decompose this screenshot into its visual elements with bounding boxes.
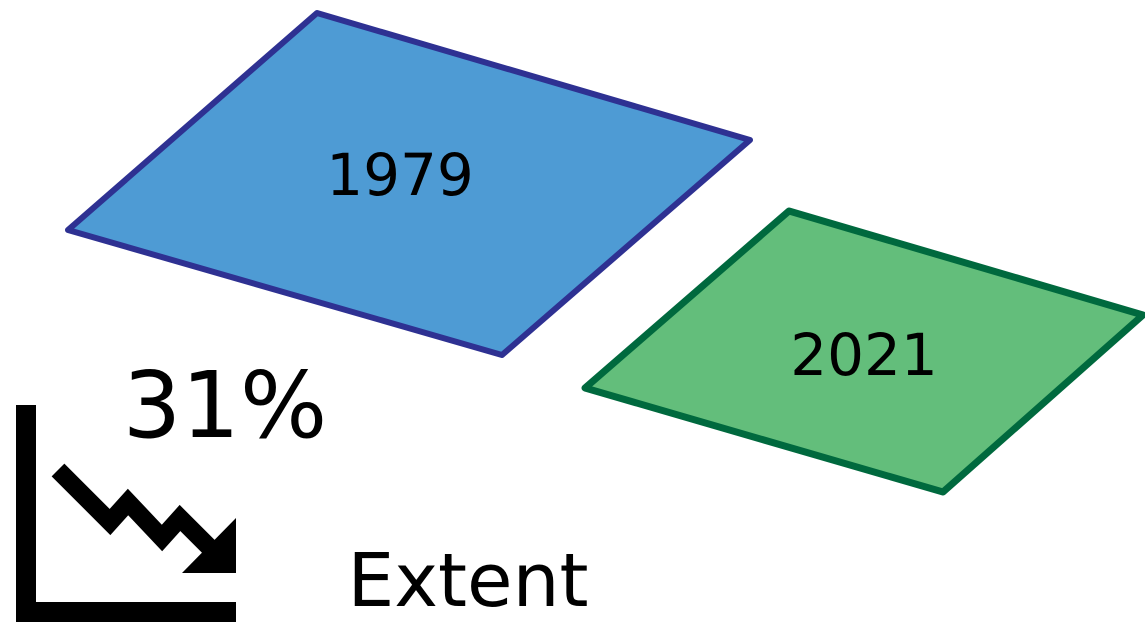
panel-2021-shape: [581, 207, 1145, 496]
panel-2021-year-label: 2021: [790, 321, 938, 389]
percent-change-label: 31%: [123, 352, 327, 459]
panel-1979-shape: [65, 10, 753, 358]
panel-1979: 1979: [65, 10, 753, 358]
chart-axes: [16, 405, 236, 622]
trend-arrow-head: [182, 518, 236, 573]
panel-2021: 2021: [581, 207, 1145, 496]
panel-1979-year-label: 1979: [326, 141, 474, 209]
metric-label: Extent: [347, 538, 588, 624]
trend-line: [51, 463, 221, 559]
decreasing-trend-chart-icon: [16, 405, 236, 622]
